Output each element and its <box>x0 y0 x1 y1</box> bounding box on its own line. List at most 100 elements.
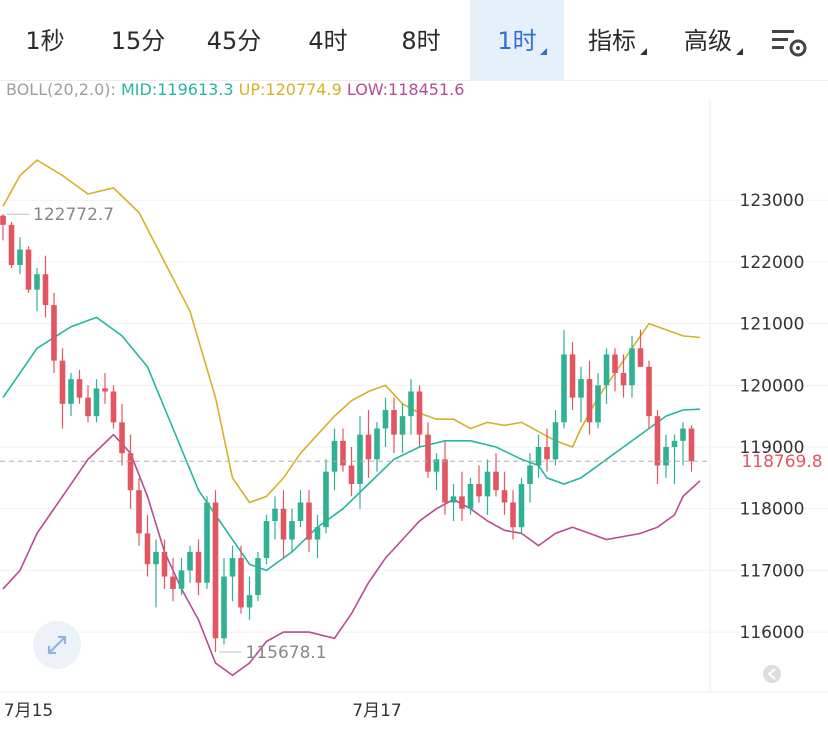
chart-grid <box>0 100 828 693</box>
current-price-label: 118769.8 <box>741 452 822 472</box>
candle-body <box>467 484 474 509</box>
tab-8h[interactable]: 8时 <box>374 0 468 80</box>
candle-body <box>110 391 117 423</box>
candle <box>629 335 635 398</box>
candle <box>272 496 278 540</box>
candle <box>306 490 312 552</box>
y-tick-label: 122000 <box>740 253 805 273</box>
candle-body <box>51 305 57 361</box>
y-axis: 123000 122000 121000 120000 119000 118000 1170… <box>740 191 805 643</box>
candle-body <box>484 471 491 497</box>
tab-1s[interactable]: 1秒 <box>0 0 90 80</box>
candle <box>357 416 363 509</box>
candle-body <box>450 496 457 503</box>
candle <box>76 369 83 404</box>
candle <box>289 508 295 552</box>
interval-tab-bar: 1秒 15分 45分 4时 8时 1时 指标 高级 <box>0 0 828 81</box>
candle <box>263 514 270 565</box>
candle <box>348 447 355 497</box>
candle <box>314 514 321 559</box>
candle <box>646 360 652 429</box>
candle <box>484 459 491 515</box>
candle <box>654 409 661 485</box>
boll-low-value: LOW:118451.6 <box>346 80 465 99</box>
candle <box>442 440 448 515</box>
scroll-back-icon[interactable] <box>763 665 781 683</box>
candle <box>153 539 159 608</box>
candle-body <box>17 249 23 265</box>
expand-icon[interactable] <box>33 621 81 669</box>
tab-15m[interactable]: 15分 <box>90 0 186 80</box>
candle-body <box>178 570 185 589</box>
candle-body <box>119 422 125 454</box>
candle-body <box>680 428 686 441</box>
candle-body <box>399 416 406 435</box>
candle-body <box>629 348 635 386</box>
candle-body <box>501 490 508 503</box>
boll-mid-value: MID:119613.3 <box>120 80 234 99</box>
candle <box>161 539 168 589</box>
settings-icon[interactable] <box>770 22 810 62</box>
x-axis: 7月15 7月17 <box>4 701 402 721</box>
tab-1h[interactable]: 1时 <box>470 0 564 80</box>
candle <box>187 545 193 583</box>
tab-label: 15分 <box>110 27 166 55</box>
candle-body <box>425 434 431 472</box>
boll-up-value: UP:120774.9 <box>238 80 342 99</box>
candle <box>382 397 389 447</box>
candle-body <box>229 558 236 577</box>
candle <box>229 545 236 602</box>
candle-body <box>408 391 414 417</box>
candle-body <box>289 521 295 540</box>
tab-indicators[interactable]: 指标 <box>572 0 652 80</box>
candle <box>204 496 210 589</box>
y-tick-label: 117000 <box>740 561 805 581</box>
candle-body <box>280 508 287 540</box>
candle <box>391 397 397 454</box>
candle <box>578 366 584 423</box>
candle <box>102 372 108 404</box>
candle-body <box>374 428 380 460</box>
extreme-markers: 118769.8 122772.7 115678.1 <box>0 205 823 663</box>
candle <box>586 360 593 435</box>
candle <box>612 348 618 392</box>
candle <box>323 459 329 534</box>
candle <box>221 558 227 645</box>
candle-body <box>161 551 168 577</box>
candle-body <box>433 459 440 472</box>
candle <box>280 490 287 559</box>
candle <box>476 465 482 503</box>
x-tick-label: 7月15 <box>4 701 53 721</box>
candle <box>671 434 678 485</box>
candle-body <box>357 434 363 485</box>
candle-body <box>348 465 355 485</box>
candle <box>374 422 380 472</box>
candle <box>535 434 542 478</box>
y-tick-label: 123000 <box>740 191 805 211</box>
boll-lower-line <box>2 433 701 677</box>
candle <box>127 434 134 509</box>
candle <box>688 425 695 472</box>
candle <box>493 453 499 497</box>
candle <box>42 255 49 318</box>
candle-body <box>246 595 253 608</box>
candle-body <box>297 502 304 522</box>
candle <box>637 329 644 367</box>
y-tick-label: 120000 <box>740 376 805 396</box>
tab-label: 1时 <box>497 27 537 55</box>
boll-label: BOLL(20,2.0): <box>6 80 116 99</box>
candle <box>331 428 338 491</box>
boll-mid-line <box>2 316 701 572</box>
candle-body <box>255 558 261 596</box>
candle-body <box>59 360 66 404</box>
candle <box>416 385 423 447</box>
candlestick-chart[interactable]: 123000 122000 121000 120000 119000 118000 1170… <box>0 82 828 730</box>
y-tick-label: 121000 <box>740 315 805 335</box>
candle <box>85 385 91 423</box>
tab-advanced[interactable]: 高级 <box>668 0 748 80</box>
candle-body <box>612 354 618 373</box>
candle-body <box>272 508 278 522</box>
tab-45m[interactable]: 45分 <box>186 0 282 80</box>
tab-4h[interactable]: 4时 <box>282 0 374 80</box>
candle-body <box>144 533 151 565</box>
